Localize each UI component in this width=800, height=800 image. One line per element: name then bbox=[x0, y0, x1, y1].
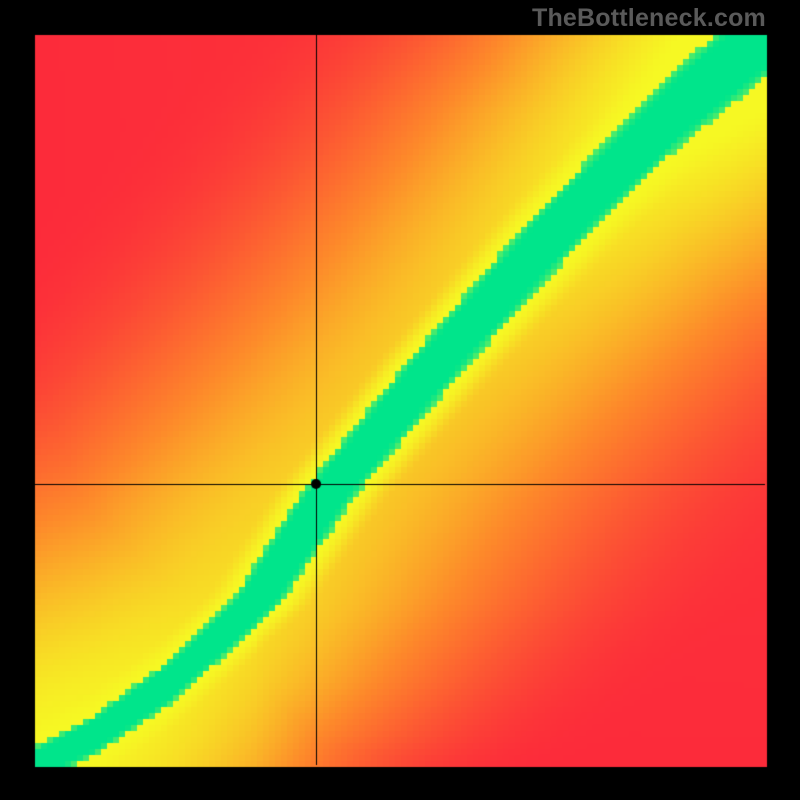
watermark-text: TheBottleneck.com bbox=[532, 4, 766, 33]
chart-container: TheBottleneck.com bbox=[0, 0, 800, 800]
bottleneck-heatmap bbox=[0, 0, 800, 800]
